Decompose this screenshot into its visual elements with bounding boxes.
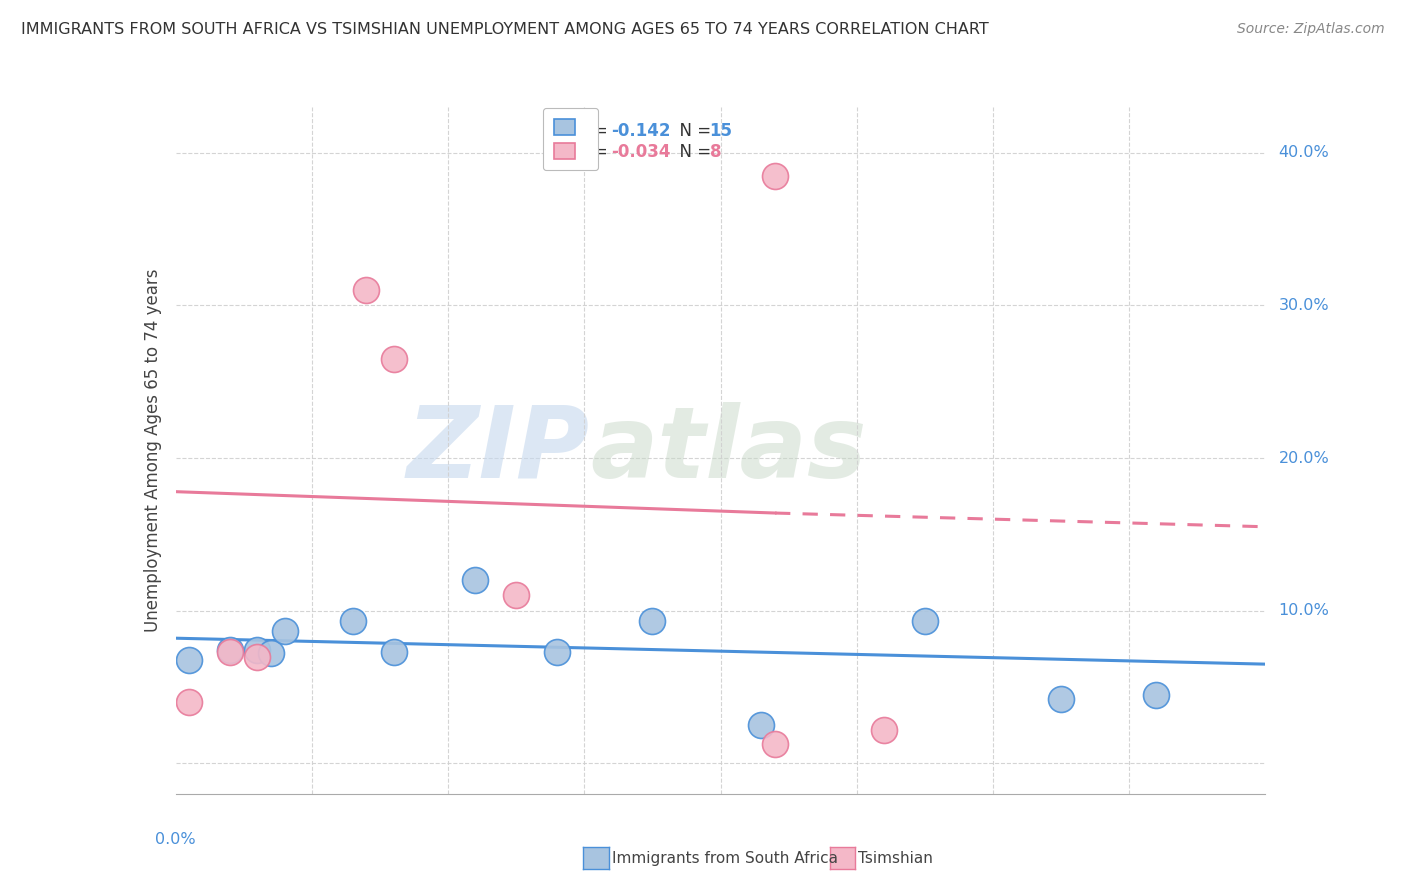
Point xyxy=(751,718,773,732)
Text: -0.034: -0.034 xyxy=(612,143,671,161)
Point xyxy=(382,351,405,366)
Point xyxy=(464,573,486,587)
Point xyxy=(342,615,364,629)
Point xyxy=(260,647,283,661)
Point xyxy=(179,652,201,666)
Point xyxy=(914,615,936,629)
Point xyxy=(246,643,269,657)
Point xyxy=(1144,688,1167,702)
Point xyxy=(356,283,378,297)
Text: Tsimshian: Tsimshian xyxy=(858,851,932,865)
Point xyxy=(1050,692,1073,706)
Text: 20.0%: 20.0% xyxy=(1278,450,1329,466)
Text: 10.0%: 10.0% xyxy=(1278,603,1329,618)
Point xyxy=(219,645,242,659)
Text: 0.0%: 0.0% xyxy=(156,831,195,847)
Text: ZIP: ZIP xyxy=(406,402,591,499)
Y-axis label: Unemployment Among Ages 65 to 74 years: Unemployment Among Ages 65 to 74 years xyxy=(143,268,162,632)
Point xyxy=(382,645,405,659)
Point xyxy=(763,169,786,183)
Text: IMMIGRANTS FROM SOUTH AFRICA VS TSIMSHIAN UNEMPLOYMENT AMONG AGES 65 TO 74 YEARS: IMMIGRANTS FROM SOUTH AFRICA VS TSIMSHIA… xyxy=(21,22,988,37)
Text: Immigrants from South Africa: Immigrants from South Africa xyxy=(612,851,838,865)
Legend: , : , xyxy=(543,108,598,170)
Text: R =: R = xyxy=(576,143,613,161)
Text: 40.0%: 40.0% xyxy=(1278,145,1329,161)
Point xyxy=(219,643,242,657)
Text: 15: 15 xyxy=(710,122,733,140)
Point xyxy=(873,723,896,737)
Text: Source: ZipAtlas.com: Source: ZipAtlas.com xyxy=(1237,22,1385,37)
Text: -0.142: -0.142 xyxy=(612,122,671,140)
Point xyxy=(179,695,201,709)
Point xyxy=(505,589,527,603)
Text: 30.0%: 30.0% xyxy=(1278,298,1329,313)
Point xyxy=(546,645,568,659)
Point xyxy=(246,649,269,664)
Text: R =: R = xyxy=(576,122,613,140)
Text: 8: 8 xyxy=(710,143,721,161)
Text: atlas: atlas xyxy=(591,402,866,499)
Text: N =: N = xyxy=(669,143,717,161)
Text: N =: N = xyxy=(669,122,717,140)
Point xyxy=(274,624,297,638)
Point xyxy=(763,737,786,751)
Point xyxy=(641,615,664,629)
